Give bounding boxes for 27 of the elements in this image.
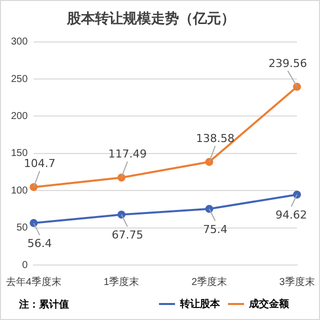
data-label: 56.4 (27, 237, 52, 250)
data-label: 94.62 (276, 208, 308, 222)
legend-label: 成交金额 (248, 298, 290, 310)
data-label: 138.58 (196, 132, 234, 145)
point (30, 183, 38, 192)
x-tick-label: 3季度末 (279, 276, 315, 288)
y-tick-label: 200 (10, 110, 28, 122)
point (293, 82, 301, 91)
chart-title: 股本转让规模走势（亿元） (66, 11, 235, 28)
y-tick-label: 300 (10, 36, 28, 48)
y-tick-label: 0 (22, 260, 28, 271)
data-label: 75.4 (202, 222, 228, 236)
y-tick-label: 150 (10, 148, 28, 160)
data-label: 67.75 (112, 228, 144, 242)
y-tick-label: 50 (16, 222, 28, 234)
data-label: 117.49 (108, 148, 147, 161)
y-tick-label: 250 (10, 74, 28, 85)
point (205, 158, 214, 166)
point (205, 204, 214, 213)
x-tick-label: 1季度末 (104, 276, 140, 288)
x-tick-label: 去年4季度末 (6, 276, 62, 288)
data-label: 239.56 (268, 56, 308, 70)
y-tick-label: 100 (10, 185, 28, 196)
data-label: 104.7 (24, 157, 56, 170)
text: 注：累计值 (18, 298, 69, 311)
legend-label: 转让股本 (179, 298, 221, 310)
x-tick-label: 2季度末 (191, 276, 228, 288)
